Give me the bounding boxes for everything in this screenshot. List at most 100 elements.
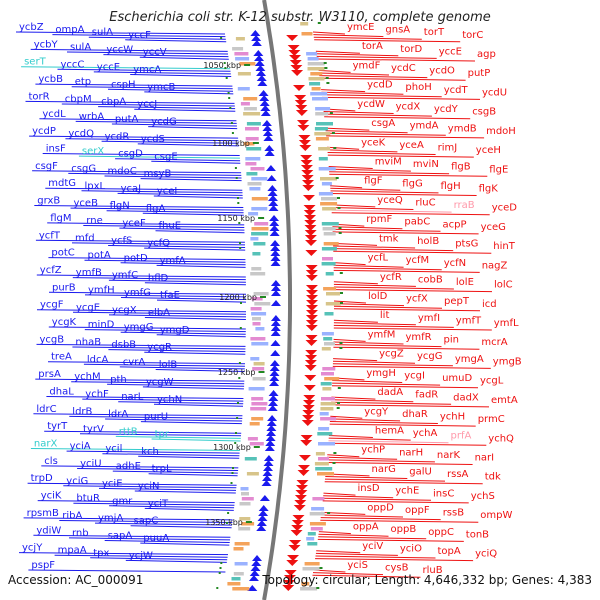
gene-label[interactable]: ycdS [141, 134, 165, 145]
gene-label[interactable]: ymfL [494, 318, 519, 329]
gene-label[interactable]: narG [372, 464, 396, 475]
gene-label[interactable]: ycjW [129, 550, 153, 561]
gene-label[interactable]: potA [88, 250, 111, 261]
gene-label[interactable]: ycil [105, 444, 122, 455]
gene-label[interactable]: ymgA [455, 354, 484, 365]
gene-label[interactable]: umuD [442, 373, 472, 384]
gene-label[interactable]: mfd [75, 233, 95, 244]
gene-label[interactable]: yciO [400, 543, 422, 554]
gene-label[interactable]: flgA [146, 203, 166, 214]
gene-label[interactable]: narK [437, 450, 461, 461]
gene-label[interactable]: ychE [395, 486, 419, 497]
gene-label[interactable]: rttB [119, 426, 138, 437]
gene-label[interactable]: ymfH [88, 285, 115, 296]
gene-label[interactable]: yccW [106, 45, 133, 56]
gene-label[interactable]: ymcB [147, 82, 175, 93]
gene-label[interactable]: dhaL [49, 387, 74, 398]
gene-label[interactable]: mdoH [486, 126, 516, 137]
gene-label[interactable]: yciU [80, 459, 102, 470]
gene-label[interactable]: yciG [66, 476, 88, 487]
gene-label[interactable]: potD [124, 253, 148, 264]
gene-label[interactable]: oppC [428, 527, 454, 538]
gene-label[interactable]: ydiW [36, 525, 61, 536]
gene-label[interactable]: yceF [122, 218, 146, 229]
gene-label[interactable]: nagZ [482, 260, 508, 271]
gene-label[interactable]: ycdR [105, 131, 130, 142]
gene-label[interactable]: tpr [155, 429, 170, 440]
gene-label[interactable]: tyrT [47, 421, 68, 432]
gene-label[interactable]: flgN [110, 201, 130, 212]
gene-label[interactable]: ycdP [32, 126, 56, 137]
gene-label[interactable]: torT [424, 27, 445, 38]
gene-label[interactable]: sulA [70, 42, 91, 53]
gene-label[interactable]: narH [399, 447, 423, 458]
gene-label[interactable]: agp [477, 49, 496, 60]
gene-label[interactable]: torD [400, 44, 422, 55]
gene-label[interactable]: torC [462, 30, 483, 41]
gene-label[interactable]: ychP [361, 445, 385, 456]
gene-label[interactable]: ycfT [39, 230, 61, 241]
gene-label[interactable]: fhuE [159, 221, 182, 232]
gene-label[interactable]: wrbA [79, 111, 105, 122]
gene-label[interactable]: ycfQ [147, 238, 170, 249]
gene-label[interactable]: ymjA [98, 513, 123, 524]
gene-label[interactable]: btuR [76, 493, 100, 504]
gene-label[interactable]: flgB [451, 162, 471, 173]
gene-label[interactable]: cysB [385, 563, 409, 574]
gene-label[interactable]: ymdA [410, 121, 439, 132]
gene-label[interactable]: tfaE [160, 290, 180, 301]
gene-label[interactable]: ycfL [368, 253, 389, 264]
gene-label[interactable]: acpP [443, 219, 467, 230]
gene-label[interactable]: oppD [367, 502, 394, 513]
gene-label[interactable]: phoH [405, 82, 431, 93]
gene-label[interactable]: ribA [62, 511, 82, 522]
gene-label[interactable]: ymfI [418, 313, 440, 324]
gene-label[interactable]: yceG [481, 222, 506, 233]
gene-label[interactable]: ymfM [368, 329, 396, 340]
gene-label[interactable]: ompW [480, 510, 512, 521]
gene-label[interactable]: rraB [454, 200, 475, 211]
gene-label[interactable]: ychQ [488, 433, 514, 444]
gene-label[interactable]: narI [475, 453, 495, 464]
gene-label[interactable]: putP [468, 68, 491, 79]
gene-label[interactable]: ompA [55, 25, 84, 36]
gene-label[interactable]: rimJ [438, 143, 458, 154]
gene-label[interactable]: ldrA [108, 409, 128, 420]
gene-label[interactable]: ycdC [391, 63, 416, 74]
gene-label[interactable]: ycgG [417, 351, 443, 362]
gene-label[interactable]: prsA [38, 369, 61, 380]
gene-label[interactable]: tmk [379, 233, 399, 244]
gene-label[interactable]: ymcA [133, 65, 161, 76]
gene-label[interactable]: ychF [85, 389, 109, 400]
gene-label[interactable]: trpD [31, 473, 53, 484]
gene-label[interactable]: lit [380, 310, 390, 321]
gene-label[interactable]: fadR [415, 390, 438, 401]
gene-label[interactable]: ymdF [353, 60, 381, 71]
gene-label[interactable]: ldcA [87, 354, 109, 365]
gene-label[interactable]: yceD [492, 203, 518, 214]
gene-label[interactable]: narX [34, 439, 58, 450]
gene-label[interactable]: dsbB [111, 340, 136, 351]
gene-label[interactable]: dhaR [402, 409, 428, 420]
gene-label[interactable]: emtA [491, 395, 518, 406]
gene-label[interactable]: ycfM [406, 255, 430, 266]
gene-label[interactable]: ycfR [380, 272, 402, 283]
gene-label[interactable]: csgG [71, 163, 96, 174]
gene-label[interactable]: putA [115, 114, 139, 125]
gene-label[interactable]: torA [362, 41, 383, 52]
gene-label[interactable]: ymgD [160, 325, 190, 336]
gene-label[interactable]: sulA [92, 27, 113, 38]
gene-label[interactable]: dadX [453, 392, 479, 403]
gene-label[interactable]: flgK [479, 184, 499, 195]
gene-label[interactable]: ychN [157, 394, 182, 405]
gene-label[interactable]: ycdG [151, 117, 177, 128]
gene-label[interactable]: grxB [37, 196, 60, 207]
gene-label[interactable]: insD [358, 483, 380, 494]
gene-label[interactable]: oppB [391, 524, 417, 535]
gene-label[interactable]: ycbZ [19, 22, 44, 33]
gene-label[interactable]: yccC [61, 59, 85, 70]
gene-label[interactable]: ycfZ [40, 265, 62, 276]
gene-label[interactable]: cvrA [123, 357, 146, 368]
gene-label[interactable]: purU [144, 412, 168, 423]
gene-label[interactable]: ycgW [146, 377, 174, 388]
